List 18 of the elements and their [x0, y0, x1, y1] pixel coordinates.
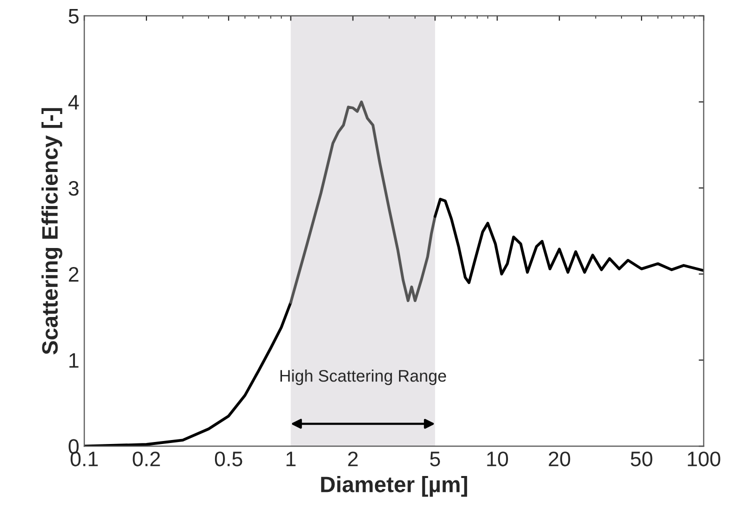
x-axis-title: Diameter [µm] — [321, 476, 468, 497]
y-tick-label: 1 — [69, 353, 78, 368]
y-tick-label: 2 — [68, 267, 78, 282]
x-tick-label: 0.1 — [70, 452, 98, 466]
x-tick-label: 2 — [348, 452, 358, 466]
x-tick-label: 20 — [548, 452, 570, 466]
x-tick-label: 5 — [430, 452, 440, 466]
y-axis-title: Scattering Efficiency [-] — [41, 108, 62, 354]
y-tick-label: 5 — [68, 9, 79, 24]
x-tick-label: 100 — [688, 452, 720, 466]
x-tick-label: 10 — [487, 452, 508, 466]
x-tick-label: 0.5 — [214, 452, 242, 466]
y-tick-label: 3 — [68, 180, 79, 196]
x-tick-label: 50 — [630, 452, 652, 466]
x-tick-label: 0.2 — [132, 452, 160, 466]
y-tick-label: 4 — [68, 95, 79, 110]
band-label: High Scattering Range — [280, 370, 446, 386]
x-tick-label: 1 — [286, 452, 296, 466]
